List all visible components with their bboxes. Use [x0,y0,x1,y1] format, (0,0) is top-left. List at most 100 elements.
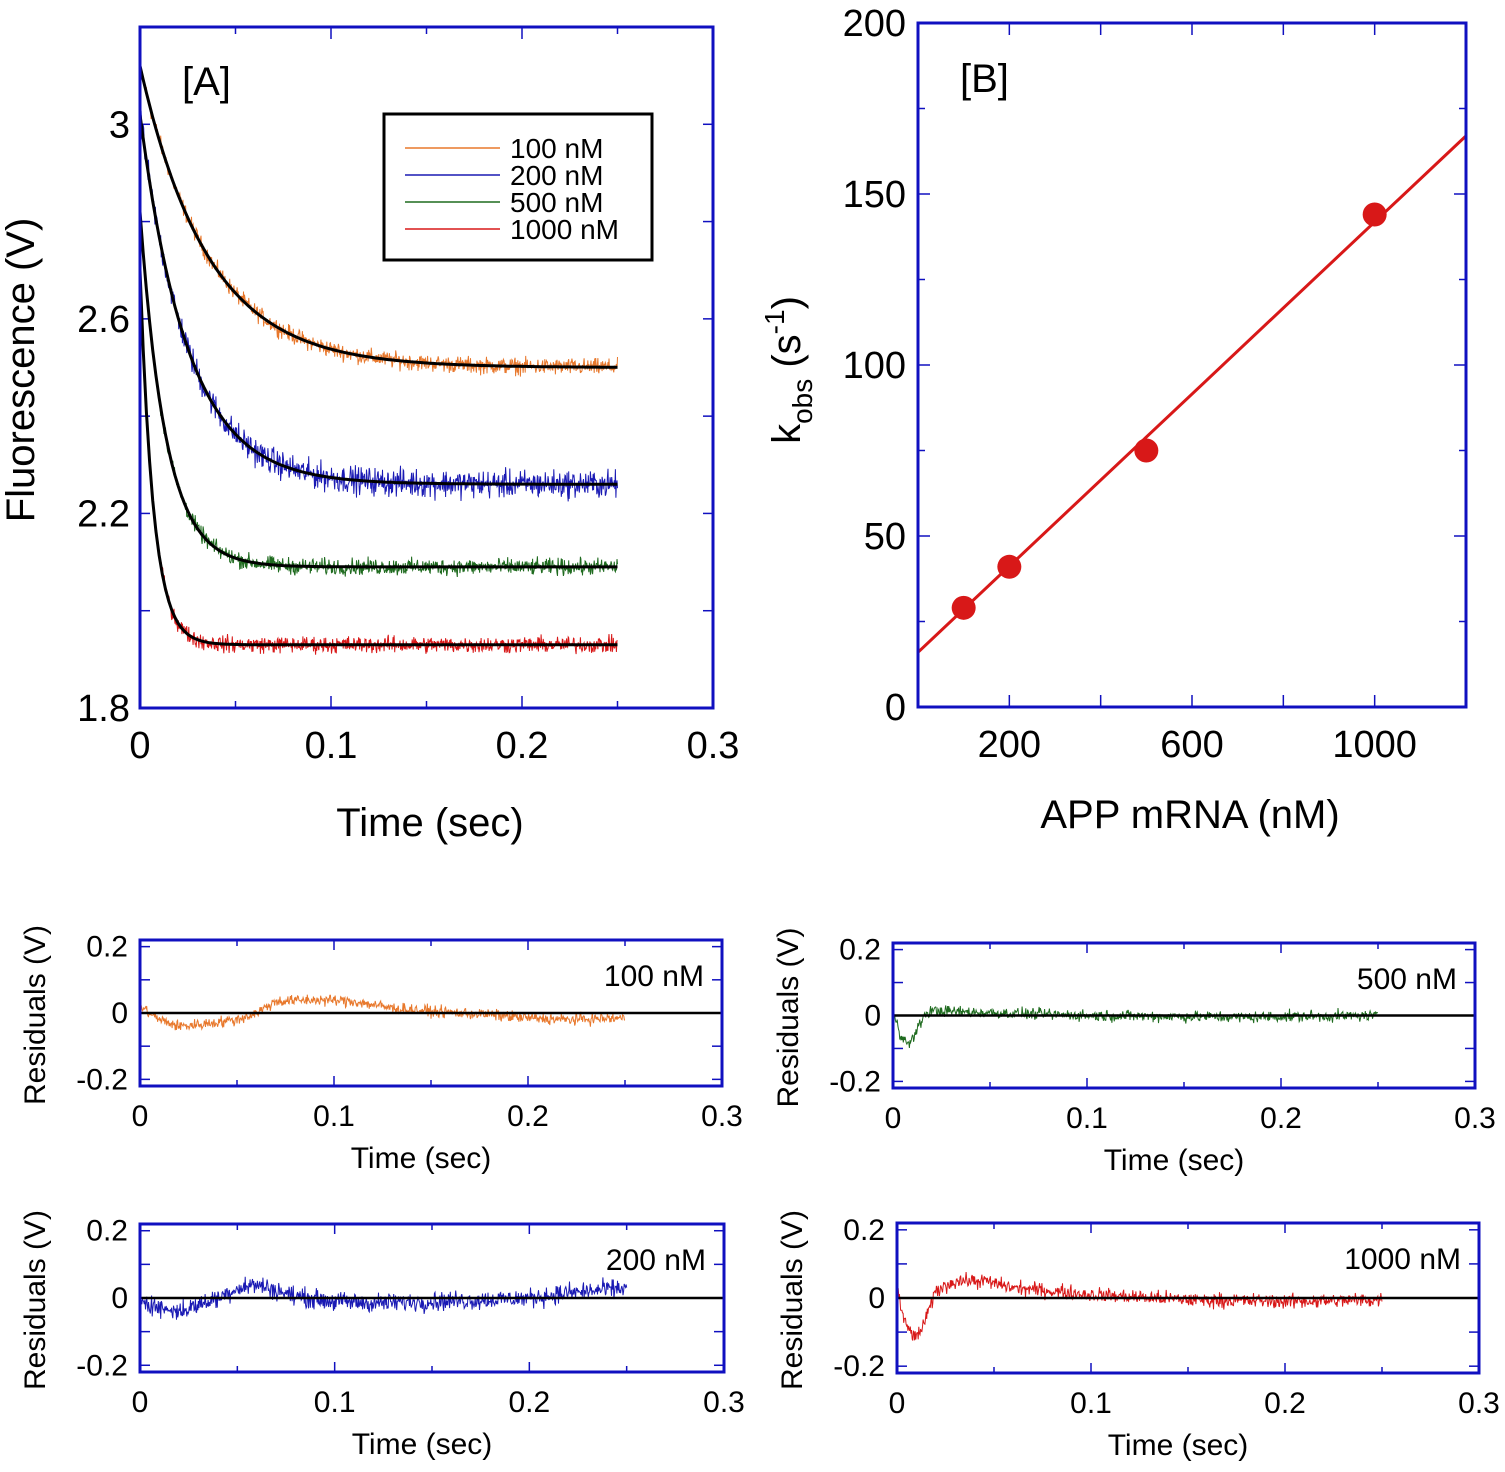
panel-b-frame [916,21,1468,709]
x-tick-label: 0.3 [1454,1102,1496,1135]
panel-a: [A] 0 0.1 0.2 0.3 1.8 2.2 2.6 3 Time (sec) Flu… [0,25,739,845]
x-tick-label: 200 [978,724,1041,766]
residual-frame [138,1222,726,1374]
panel-b: [B] 200 600 1000 0 50 100 150 200 APP mRNA (nM… [759,3,1468,837]
panel-a-label: [A] [182,60,231,104]
data-point [997,554,1022,579]
panel-a-ylabel: Fluorescence (V) [0,218,43,523]
residual-label: 100 nM [604,960,704,993]
y-tick-label: 2.6 [77,299,130,341]
x-tick-label: 0.3 [1458,1387,1500,1420]
x-tick-label: 0.2 [507,1100,549,1133]
panel-b-label: [B] [960,57,1009,101]
legend-entry-100nm: 100 nM [405,133,603,164]
ylabel-units: (s [765,334,809,378]
panel-a-fits [138,65,618,647]
fit-200nm [138,114,618,486]
y-tick-label: 100 [843,345,906,387]
y-tick-label: 150 [843,174,906,216]
residual-frame [891,941,1477,1090]
residual-ylabel: Residuals (V) [772,927,805,1107]
residual-ylabel: Residuals (V) [776,1210,809,1390]
panel-a-xlabel: Time (sec) [336,801,523,845]
residual-xlabel: Time (sec) [1108,1429,1249,1462]
trace-1000nm [139,269,618,655]
x-tick-label: 0 [889,1387,906,1420]
panel-b-ylabel: kobs (s-1) [759,296,818,444]
x-tick-label: 0.2 [1260,1102,1302,1135]
x-tick-label: 0.2 [496,725,549,767]
x-tick-label: 600 [1160,724,1223,766]
y-tick-label: -0.2 [829,1065,881,1098]
ylabel-close: ) [765,296,809,309]
x-tick-label: 0.3 [701,1100,743,1133]
x-tick-label: 0 [132,1386,149,1419]
x-tick-label: 0.3 [687,725,740,767]
residual-trace [892,1004,1378,1048]
legend-entry-200nm: 200 nM [405,160,603,191]
y-tick-label: 50 [864,516,906,558]
ylabel-obs: obs [787,379,818,424]
residual-xlabel: Time (sec) [1104,1144,1245,1177]
residual-label: 500 nM [1357,963,1457,996]
legend-entry-500nm: 500 nM [405,187,603,218]
x-tick-label: 0 [885,1102,902,1135]
panel-b-points [951,202,1387,620]
panel-a-xtick-labels: 0 0.1 0.2 0.3 [129,725,739,767]
legend-text-1000nm: 1000 nM [510,214,619,245]
residual-frame [895,1221,1481,1375]
y-tick-label: -0.2 [76,1349,128,1382]
y-tick-label: 200 [843,3,906,45]
trace-100nm [139,61,618,377]
legend-text-100nm: 100 nM [510,133,603,164]
x-tick-label: 0 [132,1100,149,1133]
residual-trace [896,1272,1383,1341]
residual-xlabel: Time (sec) [351,1142,492,1175]
fit-100nm [138,65,618,369]
residual-label: 200 nM [606,1244,706,1277]
data-point [951,595,976,620]
legend-entry-1000nm: 1000 nM [405,214,619,245]
residual-frame [138,938,724,1088]
x-tick-label: 0.1 [314,1386,356,1419]
fit-500nm [138,211,618,569]
residual-xlabel: Time (sec) [352,1428,493,1461]
ylabel-exponent: -1 [759,309,790,334]
y-tick-label: 0 [111,997,128,1030]
panel-b-ticks [918,23,1466,707]
y-tick-label: 0.2 [86,931,128,964]
legend-box [382,112,654,262]
data-point [1134,438,1159,463]
y-tick-label: 0.2 [86,1215,128,1248]
y-tick-label: 2.2 [77,493,130,535]
y-tick-label: 0 [885,687,906,729]
data-point [1362,202,1387,227]
x-tick-label: 1000 [1332,724,1417,766]
x-tick-label: 0.1 [1070,1387,1112,1420]
x-tick-label: 0 [129,725,150,767]
y-tick-label: 0 [864,1000,881,1033]
panel-b-xlabel: APP mRNA (nM) [1040,793,1339,837]
residual-label: 1000 nM [1344,1243,1461,1276]
y-tick-label: 0.2 [843,1214,885,1247]
y-tick-label: 0.2 [839,934,881,967]
residual-ylabel: Residuals (V) [19,925,52,1105]
x-tick-label: 0.2 [508,1386,550,1419]
y-tick-label: 1.8 [77,688,130,730]
y-tick-label: 0 [111,1282,128,1315]
legend-text-200nm: 200 nM [510,160,603,191]
panel-b-ytick-labels: 0 50 100 150 200 [843,3,906,729]
x-tick-label: 0.1 [305,725,358,767]
residual-ylabel: Residuals (V) [19,1210,52,1390]
x-tick-label: 0.2 [1264,1387,1306,1420]
y-tick-label: 3 [109,104,130,146]
y-tick-label: -0.2 [833,1350,885,1383]
y-tick-label: -0.2 [76,1063,128,1096]
panel-a-frame [138,25,715,710]
x-tick-label: 0.3 [703,1386,745,1419]
